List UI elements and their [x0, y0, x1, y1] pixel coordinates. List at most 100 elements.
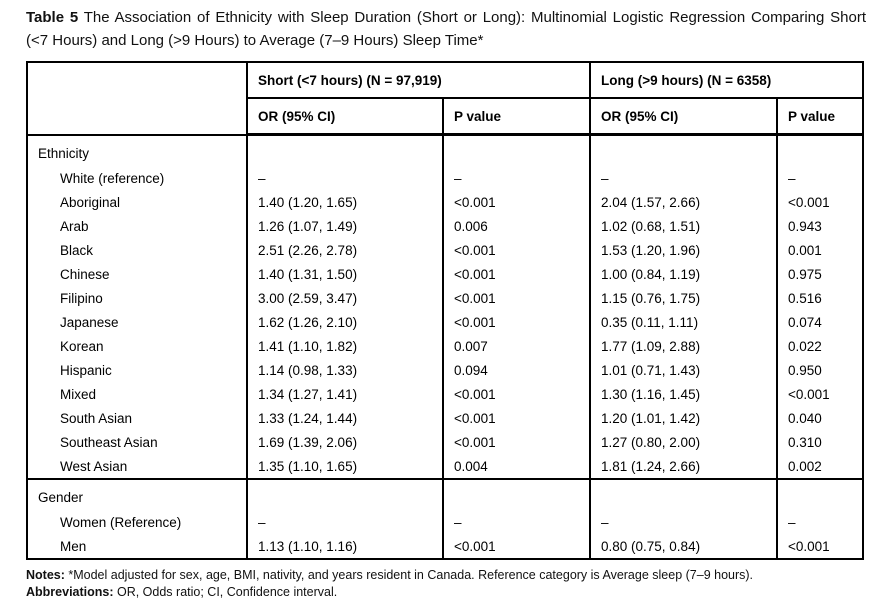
or-ci-cell: 0.80 (0.75, 0.84) [589, 534, 778, 559]
p-value-cell: 0.516 [776, 286, 864, 310]
row-label: West Asian [26, 454, 248, 479]
or-ci-cell: 1.02 (0.68, 1.51) [589, 214, 778, 238]
section-gender: Gender Women (Reference) – – – – Men 1.13 (1.10… [26, 479, 864, 559]
p-value-cell: 0.002 [776, 454, 864, 479]
group-header-row: Short (<7 hours) (N = 97,919) Long (>9 h… [26, 61, 864, 136]
p-value-cell: 0.040 [776, 406, 864, 430]
section-header-row: Gender [26, 479, 864, 510]
or-ci-cell: 1.34 (1.27, 1.41) [246, 382, 444, 406]
p-value-cell: 0.022 [776, 334, 864, 358]
p-value-cell: 0.004 [442, 454, 591, 479]
p-value-cell: 0.001 [776, 238, 864, 262]
empty-cell [589, 134, 778, 166]
col-header-p-short: P value [442, 97, 591, 136]
col-header-p-long: P value [776, 97, 864, 136]
section-header-row: Ethnicity [26, 134, 864, 166]
row-label: Black [26, 238, 248, 262]
results-table: Short (<7 hours) (N = 97,919) Long (>9 h… [26, 61, 864, 560]
table-row: Chinese 1.40 (1.31, 1.50) <0.001 1.00 (0.84… [26, 262, 864, 286]
notes-text: *Model adjusted for sex, age, BMI, nativ… [64, 568, 754, 582]
or-ci-cell: 1.14 (0.98, 1.33) [246, 358, 444, 382]
or-ci-cell: 1.26 (1.07, 1.49) [246, 214, 444, 238]
table-row: Japanese 1.62 (1.26, 2.10) <0.001 0.35 (0.1… [26, 310, 864, 334]
or-ci-cell: 1.20 (1.01, 1.42) [589, 406, 778, 430]
or-ci-cell: – [589, 166, 778, 190]
or-ci-cell: 1.13 (1.10, 1.16) [246, 534, 444, 559]
empty-cell [776, 479, 864, 510]
row-label: Korean [26, 334, 248, 358]
table-notes: Notes: *Model adjusted for sex, age, BMI… [26, 567, 866, 600]
p-value-cell: <0.001 [776, 534, 864, 559]
row-label: Japanese [26, 310, 248, 334]
table-row: Southeast Asian 1.69 (1.39, 2.06) <0.001 1.… [26, 430, 864, 454]
or-ci-cell: – [246, 166, 444, 190]
p-value-cell: 0.943 [776, 214, 864, 238]
p-value-cell: – [776, 510, 864, 534]
or-ci-cell: 1.53 (1.20, 1.96) [589, 238, 778, 262]
table-row: Hispanic 1.14 (0.98, 1.33) 0.094 1.01 (0.71… [26, 358, 864, 382]
group-header-short: Short (<7 hours) (N = 97,919) [246, 61, 591, 99]
table-row: West Asian 1.35 (1.10, 1.65) 0.004 1.81 (1.… [26, 454, 864, 479]
empty-cell [246, 479, 444, 510]
or-ci-cell: 2.51 (2.26, 2.78) [246, 238, 444, 262]
or-ci-cell: 1.15 (0.76, 1.75) [589, 286, 778, 310]
p-value-cell: <0.001 [776, 382, 864, 406]
or-ci-cell: 1.40 (1.31, 1.50) [246, 262, 444, 286]
p-value-cell: 0.006 [442, 214, 591, 238]
p-value-cell: <0.001 [442, 406, 591, 430]
abbreviations-label: Abbreviations: [26, 584, 114, 599]
or-ci-cell: 3.00 (2.59, 3.47) [246, 286, 444, 310]
table-row: Black 2.51 (2.26, 2.78) <0.001 1.53 (1.20, … [26, 238, 864, 262]
p-value-cell: – [442, 166, 591, 190]
or-ci-cell: 1.40 (1.20, 1.65) [246, 190, 444, 214]
row-label: Aboriginal [26, 190, 248, 214]
row-label: Men [26, 534, 248, 559]
p-value-cell: <0.001 [442, 310, 591, 334]
p-value-cell: 0.074 [776, 310, 864, 334]
empty-cell [589, 479, 778, 510]
section-label: Gender [26, 479, 248, 510]
col-header-or-long: OR (95% CI) [589, 97, 778, 136]
or-ci-cell: 1.00 (0.84, 1.19) [589, 262, 778, 286]
table-row: Men 1.13 (1.10, 1.16) <0.001 0.80 (0.75, 0.… [26, 534, 864, 559]
table-row: Mixed 1.34 (1.27, 1.41) <0.001 1.30 (1.16, … [26, 382, 864, 406]
or-ci-cell: 2.04 (1.57, 2.66) [589, 190, 778, 214]
or-ci-cell: – [246, 510, 444, 534]
row-label: Filipino [26, 286, 248, 310]
p-value-cell: 0.007 [442, 334, 591, 358]
table-row: Filipino 3.00 (2.59, 3.47) <0.001 1.15 (0.7… [26, 286, 864, 310]
section-ethnicity: Ethnicity White (reference) – – – – Aboriginal… [26, 134, 864, 479]
empty-cell [442, 134, 591, 166]
table-row: Aboriginal 1.40 (1.20, 1.65) <0.001 2.04 (1… [26, 190, 864, 214]
table-row: Arab 1.26 (1.07, 1.49) 0.006 1.02 (0.68, 1.… [26, 214, 864, 238]
or-ci-cell: 1.81 (1.24, 2.66) [589, 454, 778, 479]
stub-header-cell [26, 61, 248, 136]
row-label: White (reference) [26, 166, 248, 190]
p-value-cell: 0.950 [776, 358, 864, 382]
p-value-cell: <0.001 [442, 238, 591, 262]
table-header: Short (<7 hours) (N = 97,919) Long (>9 h… [26, 61, 864, 136]
table-caption-number: Table 5 [26, 9, 79, 26]
or-ci-cell: 1.62 (1.26, 2.10) [246, 310, 444, 334]
empty-cell [442, 479, 591, 510]
table-caption-text: The Association of Ethnicity with Sleep … [26, 9, 866, 49]
p-value-cell: <0.001 [442, 382, 591, 406]
p-value-cell: – [442, 510, 591, 534]
p-value-cell: <0.001 [442, 430, 591, 454]
table-row: South Asian 1.33 (1.24, 1.44) <0.001 1.20 (… [26, 406, 864, 430]
or-ci-cell: 1.01 (0.71, 1.43) [589, 358, 778, 382]
or-ci-cell: – [589, 510, 778, 534]
table-row: White (reference) – – – – [26, 166, 864, 190]
table-row: Women (Reference) – – – – [26, 510, 864, 534]
or-ci-cell: 1.77 (1.09, 2.88) [589, 334, 778, 358]
p-value-cell: <0.001 [442, 190, 591, 214]
or-ci-cell: 1.41 (1.10, 1.82) [246, 334, 444, 358]
or-ci-cell: 1.33 (1.24, 1.44) [246, 406, 444, 430]
table-caption: Table 5 The Association of Ethnicity wit… [26, 7, 866, 52]
table-row: Korean 1.41 (1.10, 1.82) 0.007 1.77 (1.09, … [26, 334, 864, 358]
p-value-cell: 0.310 [776, 430, 864, 454]
sub-header-row: OR (95% CI) P value OR (95% CI) P value [27, 97, 864, 136]
p-value-cell: <0.001 [776, 190, 864, 214]
or-ci-cell: 1.30 (1.16, 1.45) [589, 382, 778, 406]
